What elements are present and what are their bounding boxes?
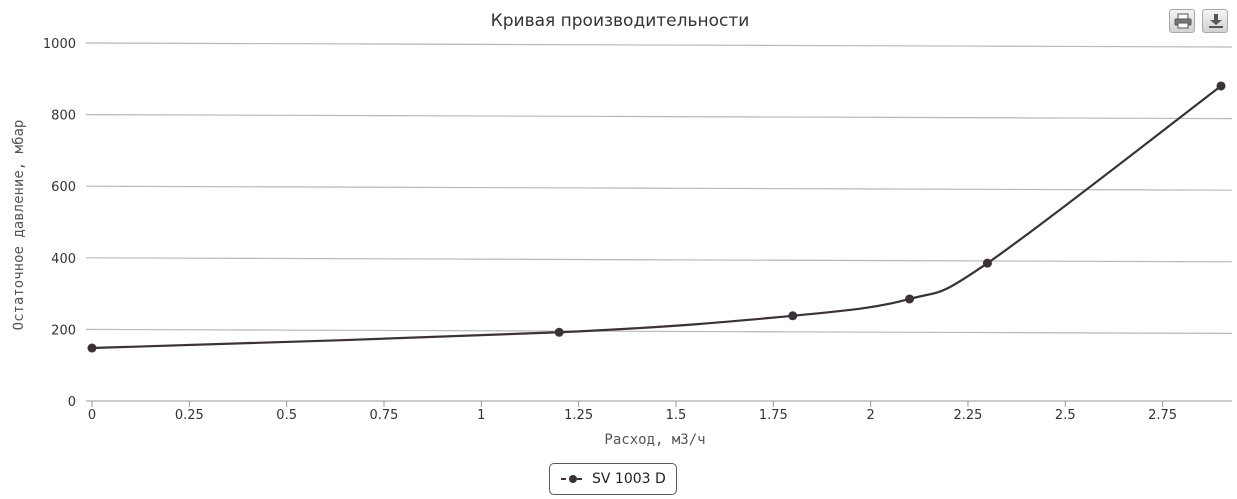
y-axis-title: Остаточное давление, мбар — [11, 120, 27, 331]
y-tick-label-600: 600 — [51, 180, 76, 195]
x-tick-label-1: 1 — [477, 408, 485, 423]
y-grid-line-400 — [85, 257, 1233, 263]
x-tick-label-2.5: 2.5 — [1055, 408, 1076, 423]
axes: 0 200 400 600 800 1000 0 0.25 0.5 0.75 1 1.25 1.5 1.7… — [43, 37, 1232, 423]
y-tick-label-1000: 1000 — [43, 37, 76, 52]
legend-label: SV 1003 D — [592, 471, 666, 487]
x-tick-label-2: 2 — [866, 408, 874, 423]
y-grid-line-600 — [85, 185, 1233, 191]
y-tick-label-0: 0 — [68, 395, 76, 410]
download-icon — [1209, 14, 1223, 28]
x-tick-label-2.25: 2.25 — [953, 408, 982, 423]
y-tick-label-200: 200 — [51, 323, 76, 338]
printer-icon — [1174, 13, 1192, 29]
data-point-0-0 — [87, 343, 97, 353]
series-line-0 — [91, 85, 1222, 350]
data-point-0-5 — [1216, 81, 1226, 91]
x-tick-label-0.25: 0.25 — [175, 408, 204, 423]
legend-item-sv-1003-d[interactable]: SV 1003 D — [549, 463, 677, 495]
x-tick-label-0.75: 0.75 — [370, 408, 399, 423]
data-point-0-1 — [554, 327, 564, 337]
chart-title: Кривая производительности — [491, 11, 750, 31]
grid-lines — [85, 42, 1233, 334]
print-button[interactable] — [1169, 9, 1195, 33]
x-tick-label-1.75: 1.75 — [759, 408, 788, 423]
y-tick-label-400: 400 — [51, 252, 76, 267]
x-axis-title: Расход, м3/ч — [604, 432, 705, 448]
download-button[interactable] — [1202, 9, 1228, 33]
y-grid-line-800 — [85, 114, 1233, 120]
legend-series-marker — [561, 475, 585, 483]
x-tick-label-1.25: 1.25 — [564, 408, 593, 423]
data-point-0-4 — [982, 258, 992, 268]
x-tick-label-1.5: 1.5 — [666, 408, 687, 423]
x-tick-label-0.5: 0.5 — [276, 408, 297, 423]
data-point-0-3 — [905, 294, 915, 304]
data-point-0-2 — [788, 311, 798, 321]
series-layer — [87, 81, 1226, 353]
y-grid-line-200 — [85, 328, 1233, 334]
x-tick-label-0: 0 — [88, 408, 96, 423]
y-grid-line-1000 — [85, 42, 1233, 48]
y-tick-label-800: 800 — [51, 109, 76, 124]
x-tick-label-2.75: 2.75 — [1148, 408, 1177, 423]
